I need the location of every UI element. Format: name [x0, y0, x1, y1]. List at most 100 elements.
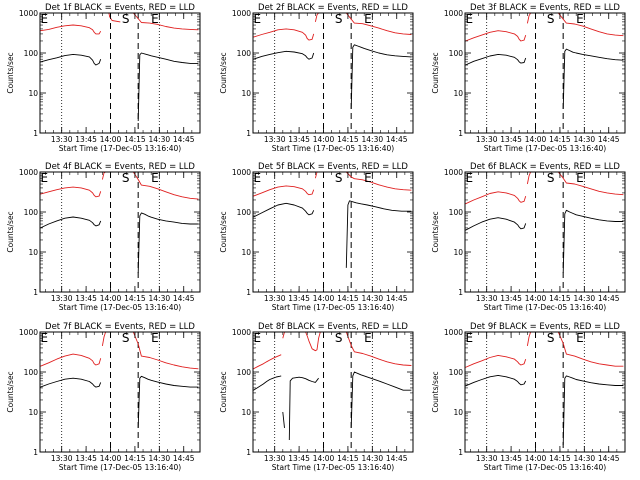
events-series-line — [137, 52, 199, 122]
events-series-line — [40, 53, 102, 66]
x-tick-label: 14:45 — [173, 135, 195, 144]
y-tick-label: 1 — [458, 288, 463, 297]
x-tick-label: 13:45 — [288, 294, 310, 303]
lld-series-line — [465, 354, 527, 368]
chart-panel: Det 9f BLACK = Events, RED = LLD 1 10 100 10… — [431, 322, 626, 472]
interval-marker-label: S — [547, 331, 555, 345]
y-tick-label: 100 — [24, 49, 39, 58]
interval-marker-label: S — [335, 12, 343, 26]
x-tick-label: 14:45 — [386, 135, 408, 144]
x-tick-label: 14:15 — [549, 454, 571, 463]
events-series-line — [40, 377, 102, 388]
x-tick-label: 14:45 — [598, 294, 620, 303]
lld-series-line — [282, 331, 288, 339]
interval-marker-label: E — [254, 171, 262, 185]
events-series-line — [465, 53, 527, 66]
x-tick-label: 14:00 — [525, 454, 547, 463]
y-tick-label: 1000 — [444, 168, 463, 177]
x-axis-label: Start Time (17-Dec-05 13:16:40) — [59, 463, 181, 472]
lld-series-line — [465, 30, 527, 42]
lld-series-line — [132, 12, 199, 31]
x-tick-label: 13:30 — [51, 454, 73, 463]
y-axis-label: Counts/sec — [219, 371, 228, 412]
x-tick-label: 14:15 — [337, 454, 359, 463]
x-tick-label: 13:45 — [500, 294, 522, 303]
y-tick-label: 100 — [449, 208, 464, 217]
y-axis-label: Counts/sec — [6, 52, 15, 93]
x-tick-label: 14:00 — [100, 294, 122, 303]
x-tick-label: 14:30 — [362, 135, 384, 144]
events-series-line — [562, 209, 624, 273]
interval-marker-label: E — [151, 12, 159, 26]
y-axis-label: Counts/sec — [431, 52, 440, 93]
chart-title: Det 4f BLACK = Events, RED = LLD — [45, 162, 195, 172]
interval-marker-label: E — [576, 12, 584, 26]
lld-series-line — [101, 331, 109, 346]
y-tick-label: 1 — [458, 448, 463, 457]
y-tick-label: 10 — [241, 89, 251, 98]
lld-series-line — [40, 24, 102, 35]
lld-series-line — [253, 354, 282, 370]
plot-frame — [39, 171, 201, 293]
y-tick-label: 10 — [28, 89, 38, 98]
x-tick-label: 14:15 — [549, 294, 571, 303]
interval-marker-label: S — [547, 171, 555, 185]
x-tick-label: 14:15 — [337, 294, 359, 303]
y-tick-label: 1000 — [19, 168, 38, 177]
events-series-line — [465, 374, 527, 387]
x-tick-label: 14:45 — [173, 294, 195, 303]
chart-title: Det 7f BLACK = Events, RED = LLD — [45, 322, 195, 332]
plot-frame — [39, 12, 201, 134]
x-tick-label: 14:15 — [549, 135, 571, 144]
plot-frame — [252, 331, 414, 453]
x-tick-label: 14:45 — [173, 454, 195, 463]
x-tick-label: 13:45 — [288, 135, 310, 144]
events-series-line — [253, 375, 282, 391]
events-series-line — [465, 217, 527, 231]
chart-panel: Det 5f BLACK = Events, RED = LLD 1 10 100 10… — [219, 162, 414, 312]
y-axis-label: Counts/sec — [219, 211, 228, 252]
interval-marker-label: E — [41, 171, 49, 185]
plot-frame — [464, 171, 626, 293]
lld-series-line — [40, 353, 102, 367]
x-tick-label: 14:30 — [149, 454, 171, 463]
x-tick-label: 14:15 — [124, 294, 146, 303]
lld-series-line — [40, 186, 102, 198]
x-tick-label: 13:30 — [476, 454, 498, 463]
chart-panel: Det 1f BLACK = Events, RED = LLD 1 10 100 10… — [6, 3, 201, 153]
events-series-line — [40, 216, 102, 229]
chart-title: Det 1f BLACK = Events, RED = LLD — [45, 3, 195, 13]
x-tick-label: 14:30 — [574, 454, 596, 463]
lld-series-line — [557, 12, 624, 37]
x-tick-label: 14:45 — [386, 294, 408, 303]
x-tick-label: 14:30 — [149, 294, 171, 303]
x-axis-label: Start Time (17-Dec-05 13:16:40) — [484, 303, 606, 312]
interval-marker-label: E — [254, 331, 262, 345]
plot-frame — [464, 331, 626, 453]
y-tick-label: 10 — [28, 408, 38, 417]
y-axis-label: Counts/sec — [219, 52, 228, 93]
lld-series-line — [557, 331, 624, 367]
x-tick-label: 14:30 — [574, 135, 596, 144]
x-tick-label: 14:00 — [100, 454, 122, 463]
events-series-line — [350, 371, 412, 428]
interval-marker-label: E — [151, 171, 159, 185]
x-tick-label: 14:45 — [598, 135, 620, 144]
y-tick-label: 10 — [453, 89, 463, 98]
y-tick-label: 100 — [449, 49, 464, 58]
interval-marker-label: S — [335, 331, 343, 345]
interval-marker-label: S — [122, 331, 130, 345]
chart-title: Det 5f BLACK = Events, RED = LLD — [258, 162, 408, 172]
chart-title: Det 8f BLACK = Events, RED = LLD — [258, 322, 408, 332]
x-tick-label: 14:30 — [362, 454, 384, 463]
interval-marker-label: E — [364, 171, 372, 185]
interval-marker-label: E — [466, 331, 474, 345]
chart-panel: Det 3f BLACK = Events, RED = LLD 1 10 100 10… — [431, 3, 626, 153]
y-tick-label: 100 — [237, 49, 252, 58]
lld-series-line — [526, 331, 534, 346]
x-tick-label: 13:30 — [476, 135, 498, 144]
interval-marker-label: S — [547, 12, 555, 26]
y-tick-label: 1000 — [444, 328, 463, 337]
x-tick-label: 14:00 — [100, 135, 122, 144]
x-tick-label: 14:30 — [149, 135, 171, 144]
